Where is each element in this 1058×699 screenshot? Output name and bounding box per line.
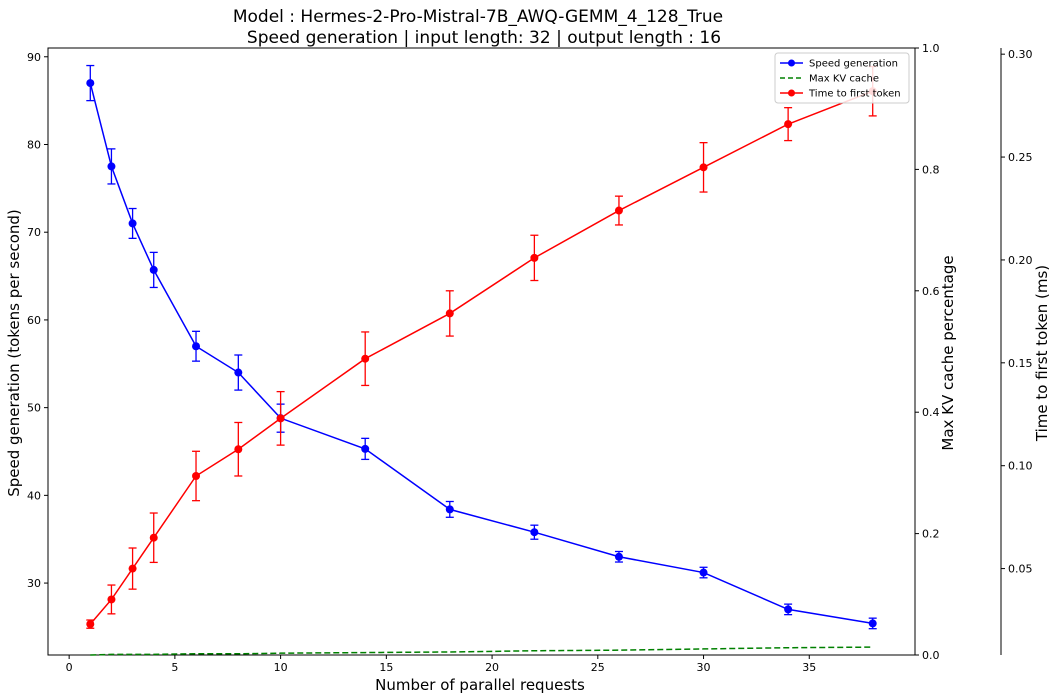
data-point [784,605,793,614]
data-point [192,471,201,480]
y2-tick-label: 0.6 [922,285,940,298]
data-point [276,414,285,423]
data-point [699,568,708,577]
data-point [149,533,158,542]
data-point [86,79,95,88]
data-point [614,552,623,561]
y3-tick-label: 0.20 [1008,254,1033,267]
y-tick-label: 90 [27,51,41,64]
y-tick-label: 50 [27,402,41,415]
legend-item: Speed generation [780,59,898,70]
y2-tick-label: 0.0 [922,649,940,662]
data-point [868,619,877,628]
data-point [530,253,539,262]
plot-frame [47,47,916,656]
data-point [86,620,95,629]
legend: Speed generation Max KV cache Time to firs… [774,52,910,104]
x-tick-label: 25 [591,661,605,674]
data-point [107,162,116,171]
y-tick-label: 80 [27,138,41,151]
series-line [89,82,873,625]
data-point [361,444,370,453]
y2-tick-label: 0.2 [922,528,940,541]
chart-subtitle: Speed generation | input length: 32 | ou… [247,28,721,48]
series-line [89,90,873,625]
data-point [784,120,793,129]
legend-item: Time to first token [780,89,901,100]
data-point [107,595,116,604]
y-axis-label: Speed generation (tokens per second) [5,209,23,497]
y3-tick-label: 0.25 [1008,151,1033,164]
y-tick-label: 40 [27,489,41,502]
time-to-first-token-axis: 0.05 0.10 0.15 0.20 0.25 0.30 [1000,48,1033,655]
x-tick-label: 35 [802,661,816,674]
x-tick-label: 30 [697,661,711,674]
x-axis-label: Number of parallel requests [375,676,585,694]
data-point [234,445,243,454]
y3-tick-label: 0.05 [1008,563,1033,576]
x-tick-label: 5 [171,661,178,674]
y3-tick-label: 0.10 [1008,460,1033,473]
y-tick-label: 60 [27,314,41,327]
legend-box [774,52,910,104]
data-point [192,342,201,351]
plot-area: 0 5 10 15 20 25 30 35 30 40 50 60 70 80 90 0.0 0.2 0.4 0.6… [27,42,940,674]
y3-tick-label: 0.30 [1008,48,1033,61]
data-point [234,368,243,377]
x-tick-label: 0 [66,661,73,674]
y2-axis-label: Max KV cache percentage [939,255,957,450]
series-time-to-first-token [86,65,877,629]
data-point [699,163,708,172]
legend-item: Max KV cache [780,74,879,85]
y3-tick-label: 0.15 [1008,357,1033,370]
y2-tick-label: 1.0 [922,42,940,55]
data-point [445,309,454,318]
chart-title: Model : Hermes-2-Pro-Mistral-7B_AWQ-GEMM… [233,7,723,27]
data-point [445,505,454,514]
data-point [128,564,137,573]
y3-axis-label: Time to first token (ms) [1033,265,1051,442]
data-point [614,206,623,215]
legend-marker [788,59,795,67]
y2-tick-label: 0.4 [922,406,940,419]
series-line [90,646,873,656]
y-tick-label: 30 [27,577,41,590]
legend-label: Time to first token [808,89,901,100]
legend-marker [788,89,795,97]
y2-tick-label: 0.8 [922,163,940,176]
data-point [128,219,137,228]
data-point [530,528,539,537]
x-tick-label: 10 [274,661,288,674]
data-point [361,354,370,363]
data-point [149,265,158,274]
x-tick-label: 20 [485,661,499,674]
x-tick-label: 15 [379,661,393,674]
y-tick-label: 70 [27,226,41,239]
legend-label: Speed generation [809,59,898,70]
series-max-kv-cache [90,646,873,656]
legend-label: Max KV cache [809,74,879,85]
